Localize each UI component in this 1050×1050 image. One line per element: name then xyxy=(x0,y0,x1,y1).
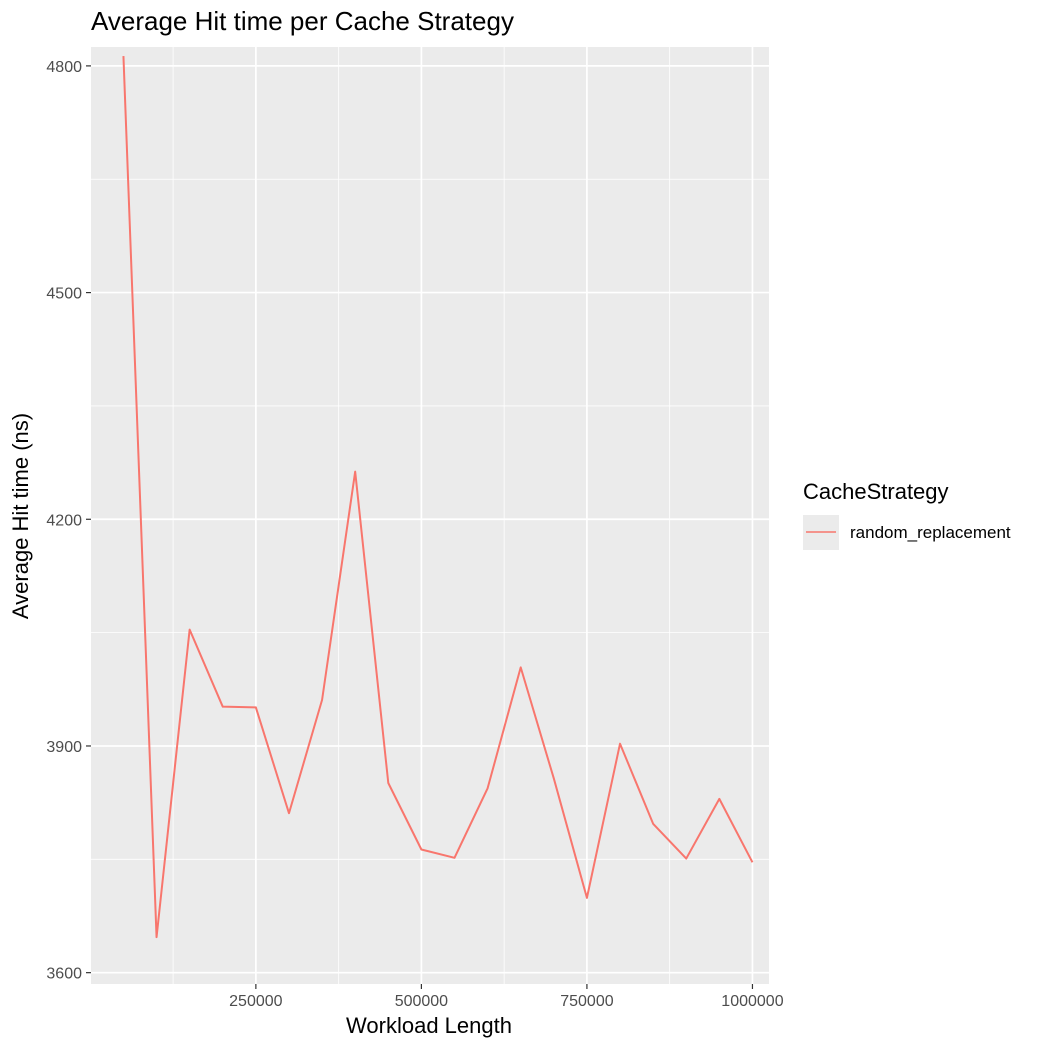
major-gridlines xyxy=(91,47,769,984)
minor-gridlines xyxy=(91,47,769,984)
x-tick-label: 1000000 xyxy=(721,993,783,1010)
x-tick-label: 250000 xyxy=(229,993,282,1010)
y-tick-label: 3600 xyxy=(46,966,82,983)
plot-panel xyxy=(91,47,769,984)
legend-label: random_replacement xyxy=(850,523,1011,542)
legend: CacheStrategy random_replacement xyxy=(803,479,1011,550)
y-axis-label: Average Hit time (ns) xyxy=(8,413,33,619)
y-tick-label: 3900 xyxy=(46,739,82,756)
x-axis-label: Workload Length xyxy=(346,1013,512,1038)
x-axis-ticks: 250000 500000 750000 1000000 xyxy=(229,984,784,1010)
x-tick-label: 750000 xyxy=(560,993,613,1010)
x-tick-label: 500000 xyxy=(395,993,448,1010)
y-axis-ticks: 3600 3900 4200 4500 4800 xyxy=(46,59,91,983)
y-tick-label: 4800 xyxy=(46,59,82,76)
series-layer xyxy=(122,56,754,939)
series-line-random_replacement xyxy=(122,56,754,939)
legend-title: CacheStrategy xyxy=(803,479,949,504)
chart-title: Average Hit time per Cache Strategy xyxy=(91,6,514,36)
y-tick-label: 4500 xyxy=(46,286,82,303)
y-tick-label: 4200 xyxy=(46,512,82,529)
